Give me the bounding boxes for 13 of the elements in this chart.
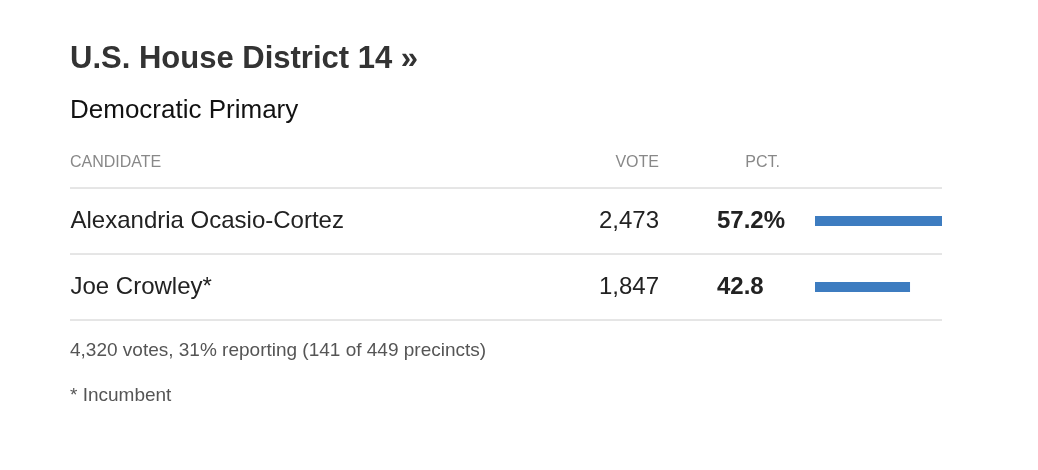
text: * Incumbent (70, 384, 173, 405)
y-tick-label: Alexandria Ocasio-Cortez (70, 206, 344, 233)
text: Democratic Primary (70, 94, 299, 124)
text: U.S. House District 14 » (70, 40, 419, 75)
text: 1,847 (598, 272, 659, 299)
data-label: 42.8 (717, 272, 764, 299)
text: CANDIDATE (70, 153, 162, 170)
text: VOTE (615, 153, 659, 170)
y-tick-label: Joe Crowley* (70, 272, 212, 299)
text: 4,320 votes, 31% reporting (141 of 449 precincts) (70, 339, 487, 360)
text: PCT. (745, 153, 780, 170)
data-label: 57.2% (717, 206, 786, 233)
text: 2,473 (598, 206, 659, 233)
